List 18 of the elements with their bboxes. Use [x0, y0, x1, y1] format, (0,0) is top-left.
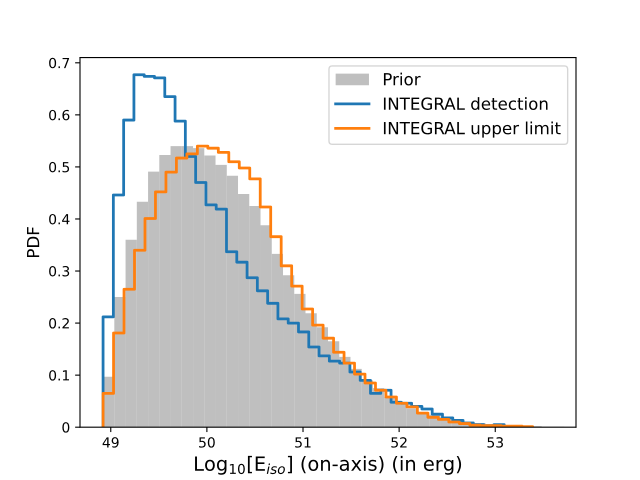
- y-tick-label: 0.5: [49, 162, 70, 172]
- y-tick-label: 0.6: [49, 110, 70, 120]
- y-tick-label: 0.3: [49, 266, 70, 277]
- x-tick-label: 50: [199, 437, 215, 448]
- y-tick-label: 0.2: [49, 318, 69, 329]
- x-axis-title: Log$_{10}$[E$_{iso}$] (on-axis) (in erg): [195, 456, 462, 475]
- y-axis-title: PDF: [27, 227, 40, 257]
- x-tick-label: 49: [102, 437, 119, 448]
- x-tick-label: 53: [487, 437, 503, 448]
- y-tick-label: 0: [62, 422, 70, 433]
- y-tick-label: 0.1: [49, 370, 69, 381]
- legend-label: INTEGRAL detection: [384, 97, 548, 110]
- y-tick-label: 0.7: [49, 58, 70, 68]
- legend-label: Prior: [384, 72, 421, 86]
- x-tick-label: 51: [295, 437, 311, 448]
- y-tick-label: 0.4: [49, 214, 70, 224]
- x-tick-label: 52: [391, 437, 407, 448]
- legend-label: INTEGRAL upper limit: [384, 122, 561, 138]
